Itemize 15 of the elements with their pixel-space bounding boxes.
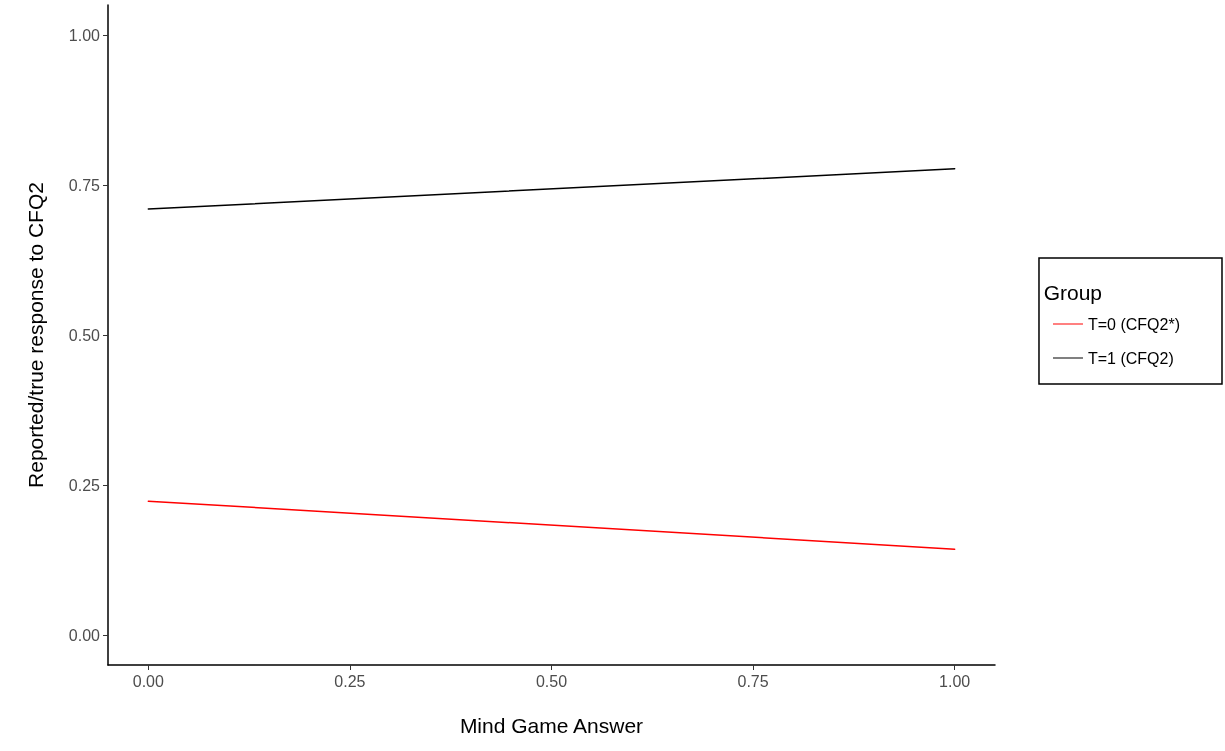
x-tick-label: 0.50 bbox=[535, 672, 568, 690]
x-tick-label: 1.00 bbox=[939, 672, 971, 690]
x-axis-title: Mind Game Answer bbox=[459, 714, 644, 737]
y-tick-label: 0.75 bbox=[68, 176, 101, 194]
y-tick-label: 0.00 bbox=[68, 626, 101, 644]
y-tick-label: 1.00 bbox=[68, 26, 101, 44]
x-tick-label: 0.25 bbox=[334, 672, 366, 690]
x-tick-label: 0.00 bbox=[132, 672, 164, 690]
legend-label: T=0 (CFQ2*) bbox=[1087, 315, 1180, 333]
y-tick-label: 0.25 bbox=[68, 476, 101, 494]
y-axis-title: Reported/true response to CFQ2 bbox=[24, 182, 47, 488]
legend-label: T=1 (CFQ2) bbox=[1087, 349, 1174, 367]
x-tick-label: 0.75 bbox=[737, 672, 769, 690]
y-tick-label: 0.50 bbox=[68, 326, 101, 344]
legend-title: Group bbox=[1043, 281, 1103, 304]
